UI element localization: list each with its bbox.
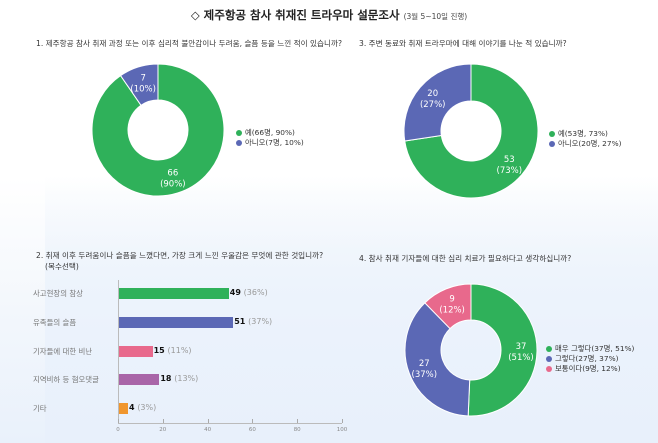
- legend-item: 아니오(20명, 27%): [549, 139, 622, 149]
- bar: [119, 346, 153, 357]
- legend-item: 예(53명, 73%): [549, 129, 622, 139]
- bar-chart-x-axis: [118, 423, 342, 424]
- lower-background-panel: [45, 175, 658, 443]
- question-2-note: (복수선택): [45, 262, 79, 271]
- legend-label: 그렇다(27명, 37%): [555, 354, 619, 363]
- title-main: ◇ 제주항공 참사 취재진 트라우마 설문조사: [190, 8, 400, 22]
- legend-dot-blue: [236, 140, 242, 146]
- bar-category-label: 유족들의 슬픔: [33, 318, 77, 327]
- legend-item: 아니오(7명, 10%): [236, 138, 304, 148]
- legend-q3: 예(53명, 73%) 아니오(20명, 27%): [549, 129, 622, 149]
- legend-dot-green: [549, 131, 555, 137]
- bar-category-label: 사고현장의 참상: [33, 289, 83, 298]
- title-date-range: (3월 5~10일 진행): [403, 12, 468, 21]
- x-axis-tick-label: 80: [293, 427, 301, 433]
- bar: [119, 288, 229, 299]
- legend-item: 그렇다(27명, 37%): [546, 354, 634, 364]
- legend-dot-green: [236, 130, 242, 136]
- bar-category-label: 기타: [33, 404, 47, 413]
- legend-label: 아니오(7명, 10%): [245, 138, 304, 147]
- question-3-heading: 3. 주변 동료와 취재 트라우마에 대해 이야기를 나눈 적 있습니까?: [359, 39, 567, 48]
- question-1-heading: 1. 제주항공 참사 취재 과정 또는 이후 심리적 불안감이나 두려움, 슬픔…: [36, 39, 342, 48]
- x-axis-tick: [342, 419, 343, 423]
- question-2-text: 2. 취재 이후 두려움이나 슬픔을 느꼈다면, 가장 크게 느낀 우울감은 무…: [36, 251, 324, 260]
- legend-label: 매우 그렇다(37명, 51%): [555, 344, 635, 353]
- x-axis-tick-label: 100: [336, 427, 348, 433]
- legend-dot-green: [546, 346, 552, 352]
- bar-category-label: 지역비하 등 혐오댓글: [33, 375, 99, 384]
- legend-item: 예(66명, 90%): [236, 128, 304, 138]
- page-title: ◇ 제주항공 참사 취재진 트라우마 설문조사 (3월 5~10일 진행): [0, 7, 658, 23]
- bar-chart-y-axis: [118, 280, 119, 424]
- x-axis-tick-label: 20: [159, 427, 167, 433]
- question-4-heading: 4. 참사 취재 기자들에 대한 심리 치료가 필요하다고 생각하십니까?: [359, 254, 572, 263]
- x-axis-tick: [207, 419, 209, 423]
- legend-item: 매우 그렇다(37명, 51%): [546, 344, 634, 354]
- bar-category-label: 기자들에 대한 비난: [33, 347, 93, 356]
- x-axis-tick: [118, 419, 119, 423]
- legend-dot-blue: [546, 356, 552, 362]
- x-axis-tick: [162, 419, 164, 423]
- bar: [119, 317, 234, 328]
- legend-q1: 예(66명, 90%) 아니오(7명, 10%): [236, 128, 304, 148]
- legend-dot-blue: [549, 141, 555, 147]
- legend-label: 아니오(20명, 27%): [558, 139, 622, 148]
- bar: [119, 403, 128, 414]
- legend-item: 보통이다(9명, 12%): [546, 364, 634, 374]
- bar-value-label: 15 (11%): [153, 346, 192, 355]
- bar-value-label: 4 (3%): [128, 403, 157, 412]
- legend-label: 예(53명, 73%): [558, 129, 608, 138]
- bar-value-label: 18 (13%): [160, 374, 199, 383]
- bar-value-label: 49 (36%): [229, 288, 268, 297]
- legend-q4: 매우 그렇다(37명, 51%) 그렇다(27명, 37%) 보통이다(9명, …: [546, 344, 634, 374]
- x-axis-tick-label: 0: [116, 427, 120, 433]
- legend-label: 보통이다(9명, 12%): [555, 364, 621, 373]
- bar: [119, 374, 160, 385]
- x-axis-tick-label: 40: [204, 427, 212, 433]
- legend-dot-pink: [546, 366, 552, 372]
- question-2-heading: 2. 취재 이후 두려움이나 슬픔을 느꼈다면, 가장 크게 느낀 우울감은 무…: [36, 250, 323, 272]
- x-axis-tick: [252, 419, 254, 423]
- x-axis-tick: [297, 419, 299, 423]
- bar-value-label: 51 (37%): [234, 317, 273, 326]
- x-axis-tick-label: 60: [248, 427, 256, 433]
- legend-label: 예(66명, 90%): [245, 128, 295, 137]
